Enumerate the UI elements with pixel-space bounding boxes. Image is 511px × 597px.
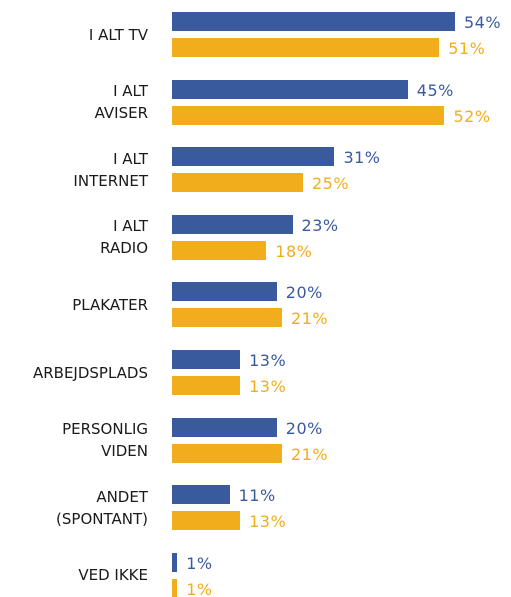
- value-label: 13%: [249, 512, 287, 532]
- bar: [172, 511, 241, 531]
- value-label: 52%: [453, 106, 491, 126]
- value-label: 21%: [291, 309, 329, 329]
- bar: [172, 105, 445, 125]
- value-label: 1%: [186, 553, 213, 573]
- category-label: ANDET (SPONTANT): [56, 487, 148, 528]
- bar: [172, 552, 178, 572]
- value-label: 23%: [301, 215, 339, 235]
- bar: [172, 12, 455, 31]
- value-label: 18%: [275, 241, 313, 261]
- value-label: 45%: [416, 80, 454, 100]
- value-label: 13%: [249, 377, 287, 396]
- bar: [172, 308, 283, 328]
- value-label: 25%: [312, 174, 350, 194]
- bar: [172, 214, 293, 234]
- value-label: 20%: [285, 418, 323, 438]
- bar: [172, 282, 277, 302]
- value-label: 1%: [186, 579, 213, 597]
- bar: [172, 79, 408, 99]
- bar: [172, 443, 283, 463]
- category-label: I ALT RADIO: [100, 217, 148, 258]
- value-label: 20%: [285, 283, 323, 303]
- value-label: 11%: [238, 486, 276, 506]
- category-label: I ALT TV: [88, 25, 148, 44]
- bar: [172, 38, 440, 57]
- bar: [172, 350, 241, 369]
- category-label: I ALT AVISER: [94, 82, 148, 123]
- category-label: ARBEJDSPLADS: [32, 363, 148, 382]
- value-label: 21%: [291, 444, 329, 464]
- bar: [172, 417, 277, 437]
- category-label: PLAKATER: [72, 295, 148, 314]
- bar: [172, 173, 303, 193]
- value-label: 31%: [343, 148, 381, 168]
- value-label: 54%: [463, 13, 502, 32]
- category-label: PERSONLIG VIDEN: [62, 420, 148, 461]
- category-label: VED IKKE: [78, 566, 148, 585]
- bar: [172, 578, 178, 597]
- bar: [172, 485, 230, 505]
- bar: [172, 147, 335, 167]
- value-label: 13%: [249, 351, 287, 370]
- value-label: 51%: [448, 39, 486, 58]
- category-label: I ALT INTERNET: [73, 149, 148, 190]
- bar: [172, 376, 241, 395]
- bar: [172, 240, 267, 260]
